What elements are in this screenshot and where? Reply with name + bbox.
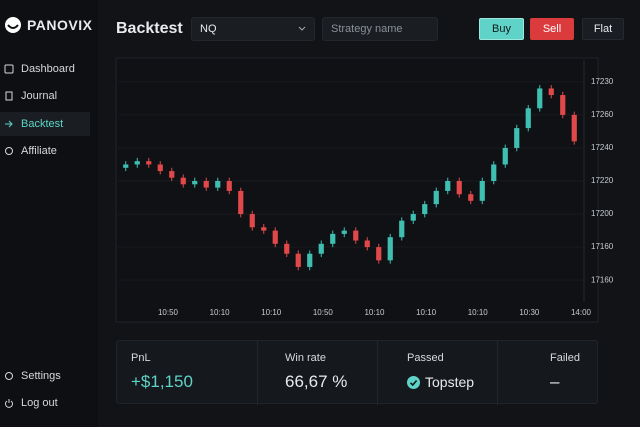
nav-label: Affiliate xyxy=(21,145,57,157)
candle-body xyxy=(456,181,462,195)
x-tick-label: 10:10 xyxy=(416,308,437,317)
nav-label: Log out xyxy=(21,397,58,409)
stat-value: Topstep xyxy=(425,374,475,390)
candle-body xyxy=(238,190,244,215)
candle-body xyxy=(318,243,324,254)
y-tick-label: 17160 xyxy=(591,242,614,251)
candle-body xyxy=(215,181,221,188)
buy-button[interactable]: Buy xyxy=(479,18,524,40)
dropdown-arrow xyxy=(298,26,306,31)
chart-panel xyxy=(115,57,599,323)
sidebar: PANOVIX Dashboard Journal Backtest Affil… xyxy=(0,0,98,427)
candle-body xyxy=(353,230,359,241)
candle-body xyxy=(514,128,520,148)
x-tick-label: 10:50 xyxy=(313,308,334,317)
candle-body xyxy=(479,181,485,201)
stat: Failed – xyxy=(497,341,599,405)
y-tick-label: 17260 xyxy=(591,110,614,119)
x-tick-label: 10:10 xyxy=(261,308,282,317)
candle-body xyxy=(203,181,209,188)
x-tick-label: 10:30 xyxy=(519,308,540,317)
candle-body xyxy=(387,237,393,261)
stat-value: +$1,150 xyxy=(131,372,193,391)
nav-item[interactable]: Settings xyxy=(0,364,90,388)
strategy-input[interactable]: Strategy name xyxy=(322,17,438,41)
logo-icon xyxy=(5,17,21,33)
candle-body xyxy=(169,171,175,178)
check-icon xyxy=(407,375,420,389)
stat: Win rate 66,67 % xyxy=(257,341,377,405)
nav-item[interactable]: Log out xyxy=(0,391,90,415)
x-tick-label: 10:10 xyxy=(364,308,385,317)
candle-body xyxy=(180,177,186,185)
candle-body xyxy=(261,227,267,231)
nav-item[interactable]: Backtest xyxy=(0,112,90,136)
logo-text: PANOVIX xyxy=(27,17,93,33)
candle-body xyxy=(560,95,566,115)
symbol-select[interactable]: NQ xyxy=(191,17,315,41)
candle-body xyxy=(468,194,474,201)
y-tick-label: 17230 xyxy=(591,77,614,86)
candle-body xyxy=(445,181,451,191)
stat-label: PnL xyxy=(131,352,151,364)
nav-item[interactable]: Journal xyxy=(0,84,90,108)
stats-panel: PnL +$1,150 Win rate 66,67 % Passed Topstep… xyxy=(116,340,599,405)
sell-button[interactable]: Sell xyxy=(530,18,574,40)
y-tick-label: 17220 xyxy=(591,176,614,185)
candle-body xyxy=(548,88,554,96)
y-tick-label: 17240 xyxy=(591,143,614,152)
candle-body xyxy=(192,181,198,185)
stat-value: 66,67 % xyxy=(285,372,348,391)
candle-body xyxy=(433,190,439,205)
nav-item[interactable]: Affiliate xyxy=(0,139,90,163)
placeholder: Strategy name xyxy=(331,23,403,35)
stat: Passed Topstep xyxy=(377,341,497,405)
x-tick-label: 10:50 xyxy=(158,308,179,317)
candle-body xyxy=(571,114,577,142)
nav-label: Settings xyxy=(21,370,61,382)
x-tick-label: 10:10 xyxy=(468,308,489,317)
nav-label: Dashboard xyxy=(21,63,75,75)
nav-item[interactable]: Dashboard xyxy=(0,57,90,81)
nav-label: Journal xyxy=(21,90,58,102)
candle-body xyxy=(422,204,428,215)
candle-body xyxy=(502,147,508,165)
candle-body xyxy=(491,164,497,181)
stat: PnL +$1,150 xyxy=(117,341,247,405)
candle-body xyxy=(295,253,301,267)
symbol-value: NQ xyxy=(200,23,217,35)
candle-body xyxy=(537,88,543,109)
candle-body xyxy=(307,253,313,267)
y-tick-label: 17160 xyxy=(591,275,614,284)
stat-label: Passed xyxy=(407,352,444,364)
candle-body xyxy=(249,214,255,228)
candle-body xyxy=(410,214,416,221)
candle-body xyxy=(341,230,347,234)
candle-body xyxy=(330,233,336,244)
stat-label: Win rate xyxy=(285,352,326,364)
flat-button[interactable]: Flat xyxy=(582,18,624,40)
x-tick-label: 14:00 xyxy=(571,308,592,317)
logo: PANOVIX xyxy=(4,16,92,34)
candle-body xyxy=(226,181,232,191)
candle-body xyxy=(134,161,140,165)
candle-body xyxy=(146,161,152,165)
candle-body xyxy=(123,164,129,168)
candle-body xyxy=(376,247,382,261)
nav-label: Backtest xyxy=(21,118,64,130)
candle-body xyxy=(284,243,290,254)
candle-body xyxy=(399,220,405,238)
candle-body xyxy=(157,164,163,172)
page-title: Backtest xyxy=(116,20,183,37)
x-tick-label: 10:10 xyxy=(210,308,231,317)
candle-body xyxy=(272,230,278,244)
candle-body xyxy=(525,108,531,129)
stat-value: – xyxy=(550,372,560,391)
stat-label: Failed xyxy=(550,352,580,364)
y-tick-label: 17200 xyxy=(591,209,614,218)
candle-body xyxy=(364,240,370,248)
